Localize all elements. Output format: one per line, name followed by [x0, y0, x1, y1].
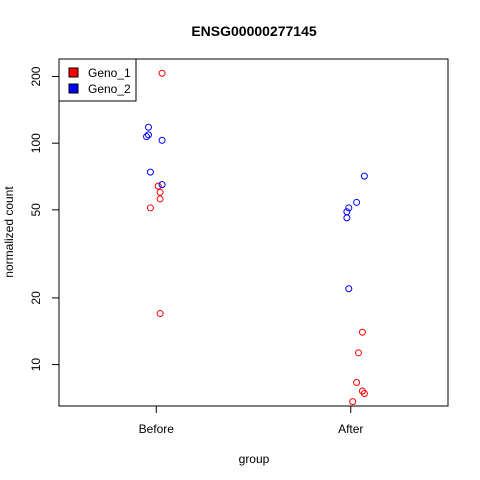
data-point: [158, 136, 166, 144]
data-point: [146, 204, 154, 212]
data-point: [345, 285, 353, 293]
data-point: [343, 214, 351, 222]
legend: Geno_1 Geno_2: [58, 58, 137, 102]
data-point: [143, 133, 151, 141]
legend-swatch-geno-2: [68, 83, 79, 94]
data-point: [353, 378, 361, 386]
data-point: [358, 328, 366, 336]
data-points: [143, 69, 368, 406]
y-tick-label: 200: [29, 66, 43, 86]
data-point: [355, 349, 363, 357]
x-axis: Before After: [139, 405, 363, 436]
legend-label-geno-2: Geno_2: [88, 82, 131, 96]
data-point: [360, 390, 368, 398]
data-point: [345, 204, 353, 212]
legend-box: [58, 58, 137, 102]
legend-label-geno-1: Geno_1: [88, 66, 131, 80]
plot-area-box: [58, 58, 449, 407]
data-point: [349, 398, 357, 406]
y-axis-label: normalized count: [2, 186, 16, 278]
data-point: [154, 182, 162, 190]
x-tick-label: After: [338, 422, 363, 436]
legend-swatch-geno-1: [68, 67, 79, 78]
chart-title: ENSG00000277145: [191, 23, 317, 39]
y-tick-label: 10: [29, 358, 43, 372]
data-point: [353, 198, 361, 206]
y-tick-label: 100: [29, 133, 43, 153]
y-axis: 10 20 50 100 200: [29, 66, 60, 372]
data-point: [360, 172, 368, 180]
y-tick-label: 50: [29, 203, 43, 217]
data-point: [146, 168, 154, 176]
data-point: [144, 131, 152, 139]
data-point: [156, 188, 164, 196]
x-tick-label: Before: [139, 422, 175, 436]
y-tick-label: 20: [29, 291, 43, 305]
data-point: [158, 181, 166, 189]
x-axis-label: group: [239, 452, 270, 466]
data-point: [144, 123, 152, 131]
data-point: [156, 195, 164, 203]
data-point: [158, 69, 166, 77]
data-point: [156, 310, 164, 318]
